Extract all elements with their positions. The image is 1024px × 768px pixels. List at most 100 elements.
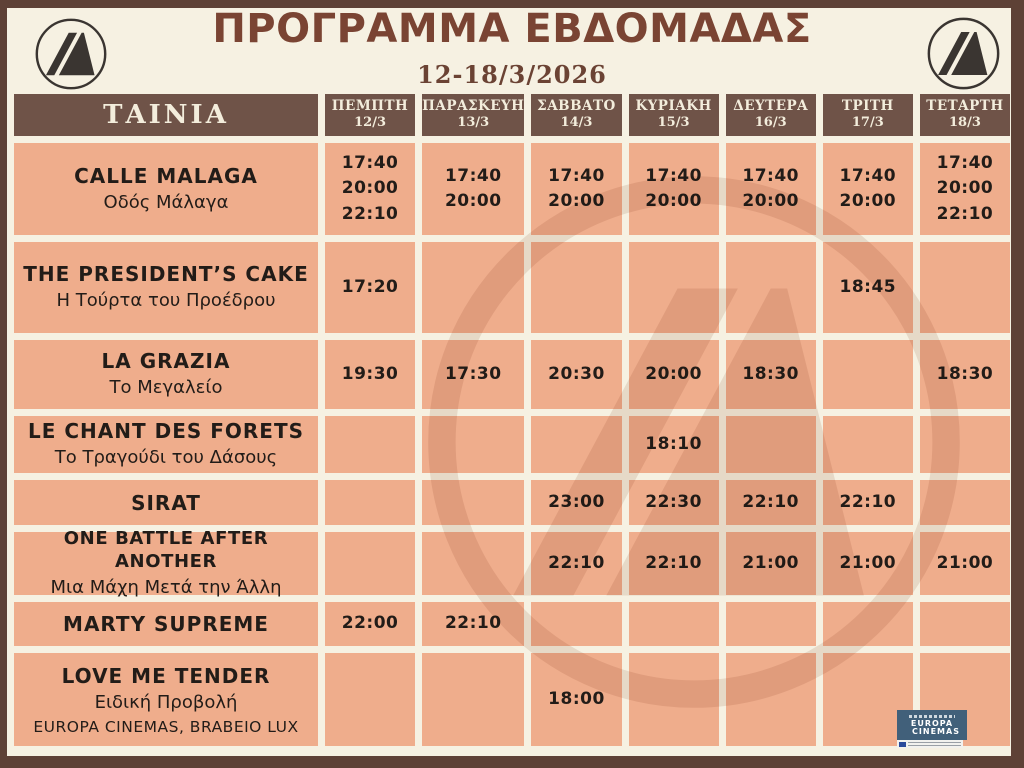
showtime-value: 20:00 (444, 191, 502, 211)
movie-title: CALLE MALAGA (74, 163, 258, 188)
time-cell: 22:30 (628, 480, 719, 525)
movie-title: LE CHANT DES FORETS (27, 419, 304, 444)
time-cell (325, 480, 416, 525)
day-name: ΔΕΥΤΕΡΑ (733, 98, 809, 115)
day-name: ΤΕΤΑΡΤΗ (926, 98, 1004, 115)
movie-cell: LOVE ME TENDER Ειδική Προβολή EUROPA CINEM… (14, 653, 318, 746)
time-cell (325, 416, 416, 473)
showtime-value: 18:45 (839, 276, 897, 297)
movie-title: THE PRESIDENT’S CAKE (23, 262, 309, 287)
time-cell (325, 653, 416, 746)
day-name: ΚΥΡΙΑΚΗ (635, 98, 712, 115)
showtime-value: 20:00 (645, 363, 702, 384)
day-name: ΣΑΒΒΑΤΟ (537, 98, 616, 115)
time-cell (628, 242, 719, 333)
time-cell: 22:10 (725, 480, 816, 525)
cinemas-label: CINEMAS (912, 726, 960, 736)
movie-cell: ONE BATTLE AFTER ANOTHER Μια Μάχη Μετά τη… (14, 528, 318, 598)
europa-tagline-decoration (909, 714, 955, 718)
time-cell: 22:00 (325, 602, 416, 646)
cinema-logo-icon (925, 15, 1002, 92)
movie-cell: SIRAT (14, 480, 318, 525)
movie-cell: LA GRAZIA Το Μεγαλείο (14, 340, 318, 409)
time-cell (531, 602, 622, 646)
movie-subtitle: Η Τούρτα του Προέδρου (56, 290, 276, 312)
page-title: ΠΡΟΓΡΑΜΜΑ ΕΒΔΟΜΑΔΑΣ (212, 6, 812, 52)
day-date: 17/3 (851, 115, 884, 131)
time-cell (422, 416, 525, 473)
time-cell: 18:00 (531, 653, 622, 746)
date-range: 12-18/3/2026 (417, 60, 607, 89)
time-cell (822, 416, 913, 473)
time-cell (422, 242, 525, 333)
column-header-day: ΤΡΙΤΗ 17/3 (822, 94, 913, 136)
showtime-value: 22:00 (341, 613, 399, 634)
time-cell: 21:00 (822, 532, 913, 595)
showtime-value: 18:10 (645, 433, 702, 454)
time-cell (725, 242, 816, 333)
time-cell (919, 480, 1010, 525)
showtime-value: 17:40 (645, 165, 702, 186)
movie-cell: THE PRESIDENT’S CAKE Η Τούρτα του Προέδρο… (14, 242, 318, 333)
eu-flag-icon (899, 741, 906, 747)
showtime-value: 17:20 (341, 276, 399, 297)
movie-subtitle: Το Μεγαλείο (109, 377, 223, 399)
time-cell: 22:10 (628, 532, 719, 595)
time-cell: 17:40 20:00 22:10 (325, 143, 416, 235)
column-header-tainia: ΤΑΙΝΙΑ (14, 94, 318, 136)
movie-cell: LE CHANT DES FORETS Το Τραγούδι του Δάσου… (14, 416, 318, 473)
time-cell: 17:40 20:00 (725, 143, 816, 235)
showtime-value: 23:00 (548, 491, 605, 512)
showtime-value: 18:30 (742, 363, 800, 384)
europa-footer-strip (897, 740, 963, 748)
time-cell (919, 602, 1010, 646)
time-cell (531, 242, 622, 333)
movie-title: LA GRAZIA (101, 349, 231, 374)
time-cell: 17:20 (325, 242, 416, 333)
showtime-value: 20:00 (936, 178, 994, 199)
day-name: ΠΕΜΠΤΗ (331, 98, 409, 115)
showtime-value: 19:30 (341, 363, 399, 384)
column-header-day: ΤΕΤΑΡΤΗ 18/3 (919, 94, 1010, 136)
showtime-value: 22:10 (341, 203, 399, 224)
column-header-day: ΠΕΜΠΤΗ 12/3 (325, 94, 416, 136)
showtime-value: 18:30 (936, 363, 994, 384)
showtime-value: 17:40 (444, 165, 502, 186)
showtime-value: 22:30 (645, 491, 702, 512)
time-cell (919, 416, 1010, 473)
schedule-table: ΤΑΙΝΙΑ ΠΕΜΠΤΗ 12/3 ΠΑΡΑΣΚΕΥΗ 13/3 ΣΑΒΒΑΤΟ 14/3… (14, 94, 1010, 746)
showtime-value: 22:10 (645, 552, 702, 573)
time-cell (725, 653, 816, 746)
time-cell: 18:30 (919, 340, 1010, 409)
showtime-value: 20:00 (548, 191, 605, 211)
time-cell (725, 416, 816, 473)
showtime-value: 20:00 (341, 178, 399, 199)
time-cell: 23:00 (531, 480, 622, 525)
time-cell: 22:10 (422, 602, 525, 646)
time-cell: 22:10 (822, 480, 913, 525)
time-cell (822, 340, 913, 409)
movie-cell: CALLE MALAGA Οδός Μάλαγα (14, 143, 318, 235)
movie-note: EUROPA CINEMAS, BRABEIO LUX (33, 717, 299, 736)
column-header-day: ΔΕΥΤΕΡΑ 16/3 (725, 94, 816, 136)
showtime-value: 22:10 (548, 552, 605, 573)
column-header-day: ΣΑΒΒΑΤΟ 14/3 (531, 94, 622, 136)
time-cell (422, 532, 525, 595)
time-cell (822, 602, 913, 646)
showtime-value: 21:00 (742, 552, 800, 573)
time-cell: 17:40 20:00 22:10 (919, 143, 1010, 235)
time-cell: 18:45 (822, 242, 913, 333)
time-cell (628, 653, 719, 746)
showtime-value: 21:00 (839, 552, 897, 573)
showtime-value: 20:00 (645, 191, 702, 211)
time-cell: 17:40 20:00 (628, 143, 719, 235)
time-cell (725, 602, 816, 646)
day-name: ΠΑΡΑΣΚΕΥΗ (422, 98, 525, 115)
time-cell (531, 416, 622, 473)
time-cell (919, 242, 1010, 333)
showtime-value: 17:40 (742, 165, 800, 186)
time-cell (325, 532, 416, 595)
movie-title: SIRAT (131, 490, 201, 515)
showtime-value: 20:00 (742, 191, 800, 211)
time-cell: 17:30 (422, 340, 525, 409)
